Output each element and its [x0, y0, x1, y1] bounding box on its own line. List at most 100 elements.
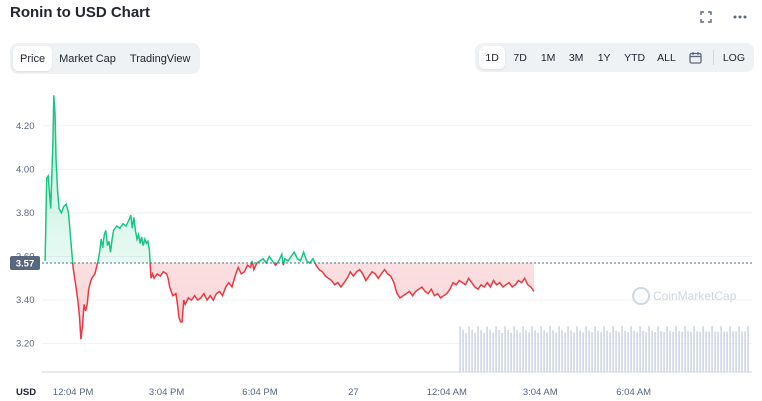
current-price-badge: 3.57	[10, 256, 40, 271]
tab-7d[interactable]: 7D	[513, 51, 527, 64]
volume-bar	[519, 332, 521, 372]
volume-bar	[468, 326, 470, 372]
x-tick-label: 3:04 AM	[523, 387, 558, 398]
price-area-down	[72, 263, 534, 340]
tab-tradingview[interactable]: TradingView	[129, 52, 191, 65]
volume-bar	[678, 331, 680, 372]
volume-bar	[726, 331, 728, 372]
volume-bar	[729, 326, 731, 372]
volume-bar	[672, 331, 674, 372]
volume-bar	[525, 330, 527, 372]
volume-bar	[618, 332, 620, 372]
volume-bar	[483, 332, 485, 372]
tab-all[interactable]: ALL	[657, 51, 676, 64]
tab-market-cap[interactable]: Market Cap	[59, 52, 116, 65]
volume-bar	[489, 329, 491, 372]
y-tick-label: 3.20	[16, 339, 35, 350]
x-tick-label: 27	[348, 387, 359, 398]
volume-bar	[738, 326, 740, 372]
volume-bar	[720, 326, 722, 372]
volume-bar	[486, 326, 488, 372]
volume-bar	[534, 330, 536, 372]
volume-bar	[675, 326, 677, 372]
volume-bar	[555, 332, 557, 372]
volume-bar	[705, 331, 707, 372]
volume-bar	[732, 331, 734, 372]
tab-1m[interactable]: 1M	[540, 51, 556, 64]
volume-bar	[696, 331, 698, 372]
volume-bars	[459, 326, 749, 372]
tab-3m[interactable]: 3M	[568, 51, 584, 64]
volume-bar	[588, 330, 590, 372]
volume-bar	[570, 330, 572, 372]
volume-bar	[540, 326, 542, 372]
price-area-up	[45, 95, 534, 264]
volume-bar	[573, 332, 575, 372]
x-tick-label: 12:04 PM	[53, 387, 94, 398]
volume-bar	[642, 330, 644, 372]
volume-bar	[477, 326, 479, 372]
volume-bar	[474, 332, 476, 372]
tab-1y[interactable]: 1Y	[597, 51, 611, 64]
volume-bar	[660, 331, 662, 372]
price-chart[interactable]: 3.57 CoinMarketCap 3.20 3.40 3.60 3.80 4.00 4…	[0, 80, 762, 401]
volume-bar	[657, 326, 659, 372]
volume-bar	[744, 331, 746, 372]
expand-icon[interactable]	[698, 9, 714, 25]
volume-bar	[714, 331, 716, 372]
volume-bar	[561, 330, 563, 372]
volume-bar	[543, 330, 545, 372]
volume-bar	[681, 331, 683, 372]
tab-ytd[interactable]: YTD	[624, 51, 646, 64]
currency-label: USD	[16, 387, 36, 398]
log-toggle[interactable]: LOG	[722, 51, 745, 64]
volume-bar	[564, 332, 566, 372]
page-title: Ronin to USD Chart	[10, 4, 150, 21]
volume-bar	[684, 326, 686, 372]
price-lines	[44, 95, 535, 340]
volume-bar	[663, 331, 665, 372]
volume-bar	[495, 326, 497, 372]
volume-bar	[723, 331, 725, 372]
volume-bar	[480, 329, 482, 372]
volume-bar	[735, 331, 737, 372]
volume-bar	[531, 326, 533, 372]
volume-bar	[639, 326, 641, 372]
volume-bar	[627, 332, 629, 372]
volume-bar	[687, 331, 689, 372]
volume-bar	[717, 331, 719, 372]
watermark-text: CoinMarketCap	[653, 289, 737, 303]
volume-bar	[582, 332, 584, 372]
volume-bar	[666, 326, 668, 372]
volume-bar	[522, 326, 524, 372]
more-dots-icon[interactable]	[732, 9, 748, 25]
y-tick-label: 4.20	[16, 121, 35, 132]
x-axis-labels: 12:04 PM 3:04 PM 6:04 PM 27 12:04 AM 3:04 AM 6…	[53, 387, 651, 398]
volume-bar	[633, 330, 635, 372]
y-tick-label: 3.40	[16, 295, 35, 306]
volume-bar	[552, 330, 554, 372]
volume-bar	[615, 330, 617, 372]
volume-bar	[465, 332, 467, 372]
volume-bar	[597, 330, 599, 372]
calendar-icon[interactable]	[683, 46, 709, 69]
volume-bar	[516, 330, 518, 372]
volume-bar	[702, 326, 704, 372]
volume-bar	[459, 326, 461, 372]
y-tick-label: 3.80	[16, 208, 35, 219]
volume-bar	[591, 332, 593, 372]
volume-bar	[636, 332, 638, 372]
volume-bar	[510, 332, 512, 372]
volume-bar	[603, 326, 605, 372]
tab-1d[interactable]: 1D	[479, 46, 506, 69]
volume-bar	[507, 330, 509, 372]
divider	[712, 50, 714, 65]
y-tick-label: 3.60	[16, 252, 35, 263]
tab-price[interactable]: Price	[13, 46, 53, 71]
volume-bar	[747, 326, 749, 372]
volume-bar	[699, 331, 701, 372]
volume-bar	[558, 326, 560, 372]
price-line-up	[44, 95, 316, 264]
volume-bar	[630, 326, 632, 372]
price-line-down	[71, 263, 535, 340]
